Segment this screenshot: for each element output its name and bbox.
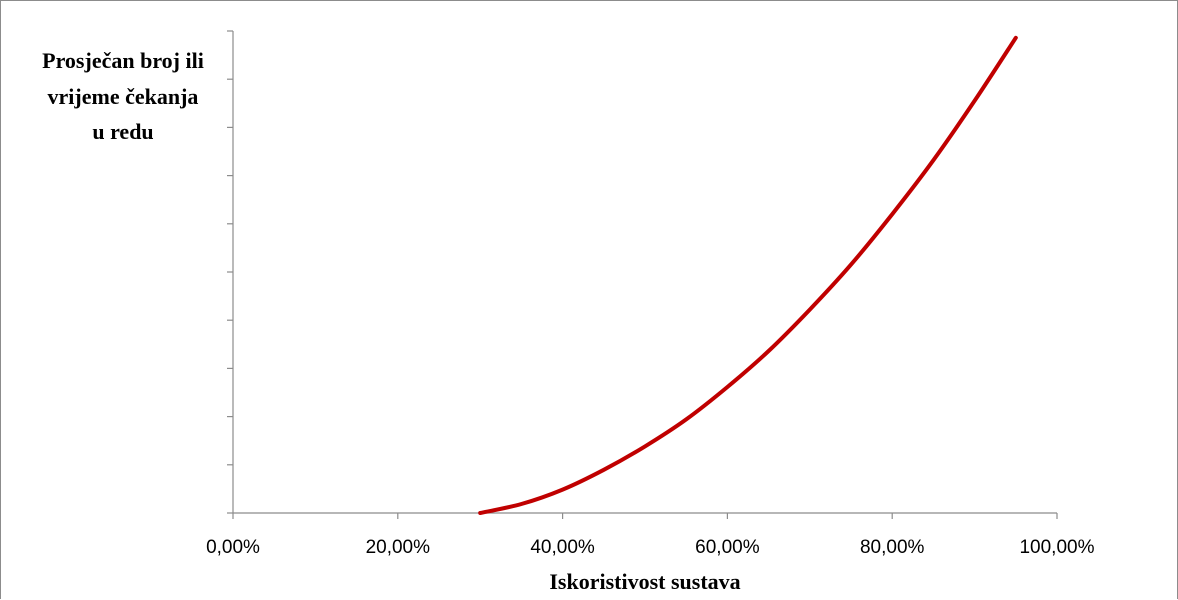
x-tick-label: 100,00% — [1019, 537, 1094, 558]
plot-series — [478, 35, 1018, 515]
x-ticks — [232, 513, 1058, 519]
x-tick-label: 40,00% — [530, 537, 595, 558]
y-axis-title-line-1: Prosječan broj ili — [42, 48, 204, 73]
x-tick-label: 20,00% — [366, 537, 431, 558]
y-axis-title-line-2: vrijeme čekanja — [48, 84, 199, 109]
x-tick-label: 0,00% — [206, 537, 260, 558]
y-axis-title-line-3: u redu — [92, 119, 153, 144]
x-axis-title: Iskoristivost sustava — [549, 569, 740, 594]
axes: 0,00% 20,00% 40,00% 60,00% 80,00% 100,00% — [206, 30, 1095, 558]
x-tick-labels: 0,00% 20,00% 40,00% 60,00% 80,00% 100,00% — [206, 537, 1095, 558]
series-line — [478, 35, 1018, 515]
x-tick-label: 60,00% — [695, 537, 760, 558]
x-tick-label: 80,00% — [860, 537, 925, 558]
y-ticks — [227, 30, 233, 514]
